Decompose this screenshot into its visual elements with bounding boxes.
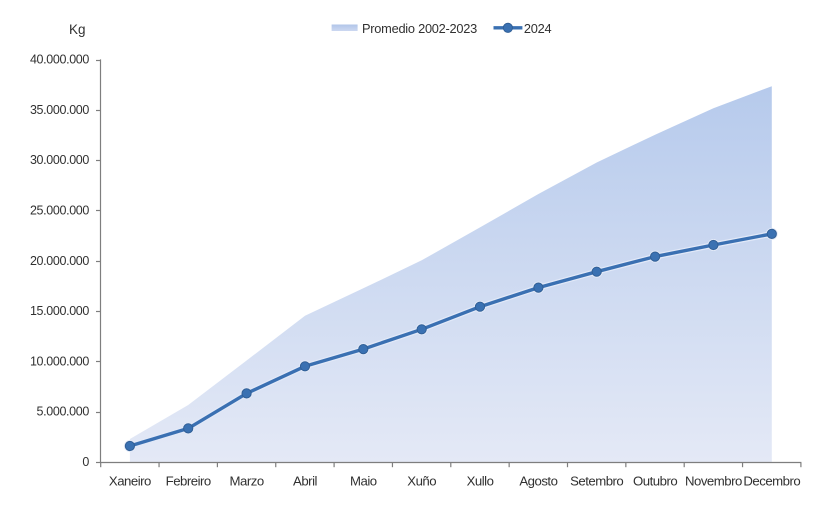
- svg-text:5.000.000: 5.000.000: [37, 405, 90, 419]
- svg-text:0: 0: [82, 455, 89, 469]
- svg-text:Setembro: Setembro: [570, 473, 623, 488]
- svg-text:Agosto: Agosto: [519, 473, 557, 488]
- svg-text:25.000.000: 25.000.000: [30, 204, 89, 218]
- svg-text:20.000.000: 20.000.000: [30, 254, 89, 268]
- svg-text:Kg: Kg: [69, 22, 86, 37]
- svg-text:15.000.000: 15.000.000: [30, 304, 89, 318]
- svg-text:Marzo: Marzo: [230, 473, 264, 488]
- svg-text:40.000.000: 40.000.000: [30, 53, 89, 67]
- svg-text:Outubro: Outubro: [633, 473, 677, 488]
- svg-text:35.000.000: 35.000.000: [30, 103, 89, 117]
- svg-text:Febreiro: Febreiro: [166, 473, 211, 488]
- svg-text:Decembro: Decembro: [743, 473, 800, 488]
- svg-text:10.000.000: 10.000.000: [30, 354, 89, 368]
- svg-text:Xaneiro: Xaneiro: [109, 473, 151, 488]
- svg-text:Xullo: Xullo: [467, 473, 494, 488]
- svg-text:Maio: Maio: [350, 473, 377, 488]
- svg-text:30.000.000: 30.000.000: [30, 153, 89, 167]
- svg-text:Novembro: Novembro: [685, 473, 742, 488]
- svg-text:Promedio 2002-2023: Promedio 2002-2023: [362, 21, 477, 36]
- svg-text:Xuño: Xuño: [407, 473, 436, 488]
- svg-text:Abril: Abril: [293, 473, 317, 488]
- svg-text:2024: 2024: [524, 21, 552, 36]
